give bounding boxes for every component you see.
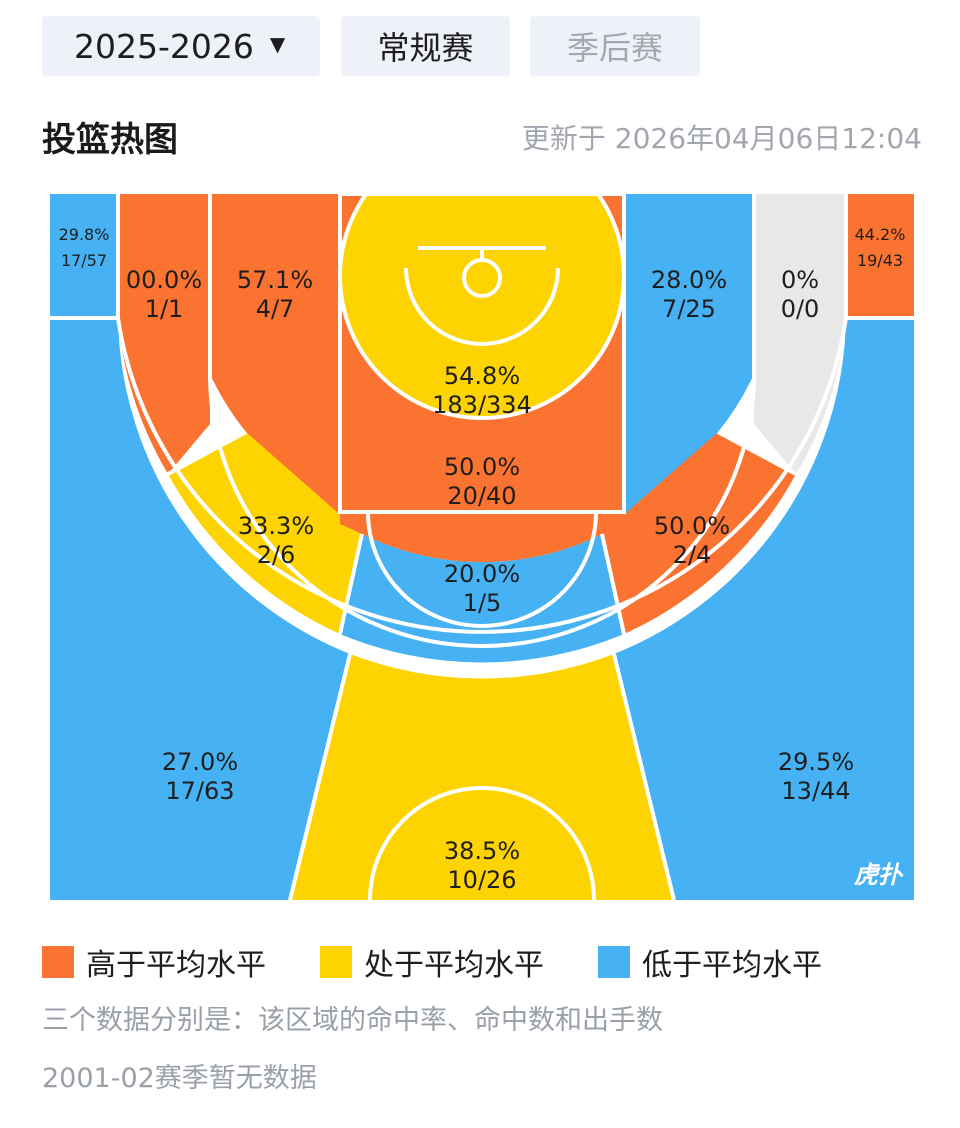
mid-inner-arc xyxy=(208,194,756,648)
wing-divider-right xyxy=(717,430,797,476)
label-left-wing-mid: 33.3% 2/6 xyxy=(237,512,315,569)
wing-divider-left xyxy=(167,430,247,476)
legend-label-average: 处于平均水平 xyxy=(364,948,544,983)
zone-right-baseline-mid xyxy=(624,194,754,524)
zone-left-corner3 xyxy=(50,194,118,318)
season-value: 2025-2026 xyxy=(74,26,254,66)
zone-top-key-mid xyxy=(340,534,624,663)
tab-regular-season[interactable]: 常规赛 xyxy=(341,16,510,76)
label-left-corner3: 29.8% 17/57 xyxy=(58,225,110,270)
center-circle xyxy=(368,786,596,900)
legend-swatch-average xyxy=(320,946,352,978)
restricted-area-outline xyxy=(338,194,626,420)
rim xyxy=(462,258,502,298)
paint-lane xyxy=(338,194,626,514)
zone-right-wing-mid xyxy=(602,432,796,634)
section-title: 投篮热图 xyxy=(42,120,178,160)
label-right-corner3: 44.2% 19/43 xyxy=(854,225,906,270)
legend-average: 处于平均水平 xyxy=(320,940,544,984)
legend-swatch-above xyxy=(42,946,74,978)
no-data-note: 2001-02赛季暂无数据 xyxy=(42,1063,317,1094)
zone-restricted-area xyxy=(340,194,624,418)
legend-above-average: 高于平均水平 xyxy=(42,940,266,984)
top-divider-right xyxy=(600,533,626,635)
zone-left-baseline-mid xyxy=(210,194,340,524)
data-explanation-note: 三个数据分别是：该区域的命中率、命中数和出手数 xyxy=(42,1005,663,1036)
top-key3-right-edge xyxy=(612,653,676,900)
hupu-logo: 虎扑 xyxy=(854,861,902,889)
legend-label-above: 高于平均水平 xyxy=(86,948,266,983)
zone-left-wing-mid xyxy=(168,432,362,634)
top-divider-left xyxy=(338,533,364,635)
three-point-arc xyxy=(116,194,848,634)
court-lines xyxy=(50,194,914,900)
court-svg xyxy=(50,194,914,900)
shot-heatmap-court: 29.8% 17/57 44.2% 19/43 00.0% 1/1 57.1% 4/7 … xyxy=(50,194,914,900)
zone-right-corner3 xyxy=(846,194,914,318)
updated-timestamp: 更新于 2026年04月06日12:04 xyxy=(521,122,922,155)
legend-below-average: 低于平均水平 xyxy=(598,940,822,984)
free-throw-arc xyxy=(366,511,598,628)
label-right-wing-mid: 50.0% 2/4 xyxy=(653,512,731,569)
label-top-key3: 38.5% 10/26 xyxy=(443,837,521,894)
label-left-baseline-long: 00.0% 1/1 xyxy=(125,266,203,323)
top-key3-left-edge xyxy=(288,653,352,900)
label-restricted-area: 54.8% 183/334 xyxy=(432,362,532,419)
label-left-wing3: 27.0% 17/63 xyxy=(161,748,239,805)
label-top-key-mid: 20.0% 1/5 xyxy=(443,560,521,617)
legend-label-below: 低于平均水平 xyxy=(642,948,822,983)
tab-playoffs[interactable]: 季后赛 xyxy=(530,16,700,76)
zone-right-wing3 xyxy=(614,194,914,900)
label-right-wing3: 29.5% 13/44 xyxy=(777,748,855,805)
label-right-baseline-mid: 28.0% 7/25 xyxy=(650,266,728,323)
label-paint: 50.0% 20/40 xyxy=(443,453,521,510)
legend-swatch-below xyxy=(598,946,630,978)
label-right-baseline-long: 0% 0/0 xyxy=(780,266,820,323)
label-left-baseline-mid: 57.1% 4/7 xyxy=(236,266,314,323)
charge-arc xyxy=(404,267,560,346)
season-dropdown[interactable]: 2025-2026 ▼ xyxy=(42,16,320,76)
caret-down-icon: ▼ xyxy=(269,32,286,56)
legend: 高于平均水平 处于平均水平 低于平均水平 xyxy=(42,940,876,984)
